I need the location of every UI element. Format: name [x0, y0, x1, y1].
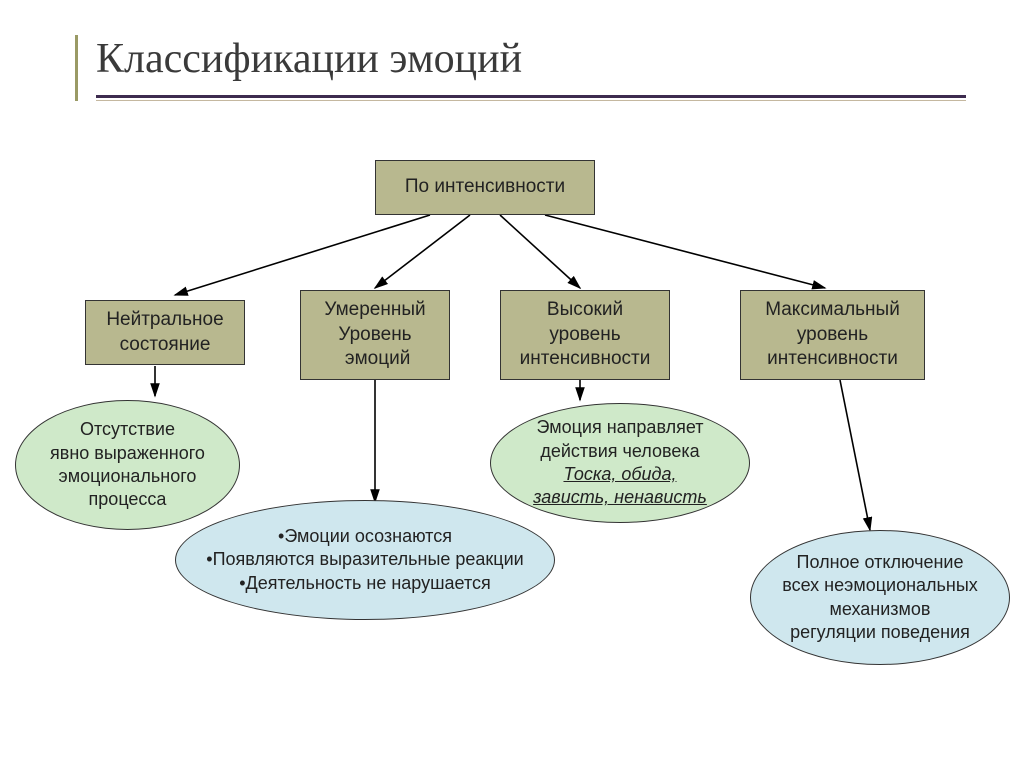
branch-line: Нейтральное — [106, 308, 223, 333]
ellipse-bullet: •Эмоции осознаются — [278, 525, 452, 548]
ellipse-line: Отсутствие — [80, 418, 175, 441]
ellipse-bullet: •Появляются выразительные реакции — [206, 548, 523, 571]
ellipse-line: Эмоция направляет — [536, 416, 703, 439]
slide-title-block: Классификации эмоций — [75, 35, 966, 101]
ellipse-bullet: •Деятельность не нарушается — [239, 572, 491, 595]
branch-line: состояние — [120, 333, 211, 358]
branch-line: Высокий — [547, 298, 623, 323]
ellipse-line: всех неэмоциональных — [782, 574, 978, 597]
title-underline-top — [96, 95, 966, 98]
branch-maximum: Максимальный уровень интенсивности — [740, 290, 925, 380]
ellipse-line: механизмов — [830, 598, 931, 621]
root-label: По интенсивности — [405, 175, 565, 200]
ellipse-moderate-desc: •Эмоции осознаются •Появляются выразител… — [175, 500, 555, 620]
branch-line: Умеренный — [324, 298, 425, 323]
ellipse-maximum-desc: Полное отключение всех неэмоциональных м… — [750, 530, 1010, 665]
branch-line: эмоций — [340, 347, 411, 372]
branch-line: уровень — [797, 323, 868, 348]
ellipse-high-desc: Эмоция направляет действия человека Тоск… — [490, 403, 750, 523]
ellipse-line: процесса — [89, 488, 167, 511]
ellipse-line: регуляции поведения — [790, 621, 970, 644]
ellipse-line: Полное отключение — [797, 551, 964, 574]
ellipse-emph: зависть, ненависть — [533, 486, 707, 509]
branch-line: Уровень — [338, 323, 411, 348]
root-node: По интенсивности — [375, 160, 595, 215]
ellipse-line: действия человека — [540, 440, 699, 463]
branch-line: Максимальный — [765, 298, 900, 323]
branch-line: уровень — [549, 323, 620, 348]
branch-line: интенсивности — [767, 347, 898, 372]
ellipse-neutral-desc: Отсутствие явно выраженного эмоционально… — [15, 400, 240, 530]
branch-neutral: Нейтральное состояние — [85, 300, 245, 365]
branch-high: Высокий уровень интенсивности — [500, 290, 670, 380]
branch-line: интенсивности — [520, 347, 651, 372]
ellipse-line: явно выраженного — [50, 442, 205, 465]
title-underline-bottom — [96, 100, 966, 101]
slide-title: Классификации эмоций — [96, 35, 966, 83]
ellipse-line: эмоционального — [59, 465, 197, 488]
ellipse-emph: Тоска, обида, — [563, 463, 676, 486]
branch-moderate: Умеренный Уровень эмоций — [300, 290, 450, 380]
